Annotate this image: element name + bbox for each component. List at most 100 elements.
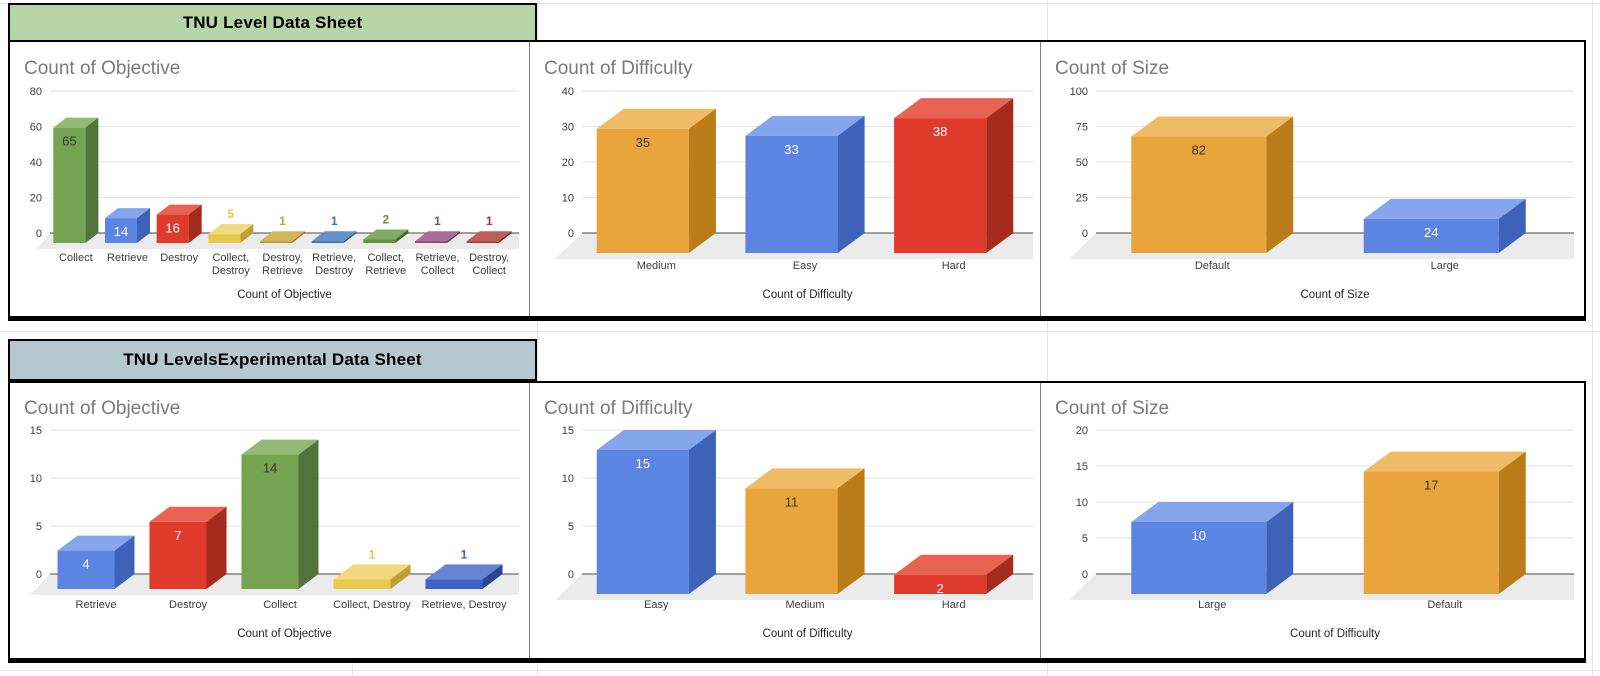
bar-value-label: 5 (227, 207, 234, 221)
bar-top-face (894, 554, 1014, 575)
bar-side-face (188, 204, 202, 243)
chart-count-of-objective-2[interactable]: Count of Objective 0 5 10 15 4 Retrieve 7 Destro… (10, 383, 529, 658)
chart-cell: Count of Size 0 5 10 15 20 10 Large 17 Default Cou… (1041, 383, 1584, 658)
bar-value-label: 1 (331, 214, 338, 228)
bar-side-face (292, 231, 306, 243)
bar-top-face (241, 439, 319, 455)
sheet-gridline (10, 0, 11, 3)
x-axis-title: Count of Size (1300, 289, 1369, 301)
x-axis-title: Count of Difficulty (763, 289, 853, 301)
bar-front-face (894, 574, 987, 594)
y-tick-label: 75 (1076, 122, 1088, 134)
bar-front-face (745, 488, 838, 594)
y-tick-label: 10 (562, 193, 574, 205)
bar-top-face (745, 468, 865, 489)
bar-side-face (137, 208, 151, 243)
chart-count-of-size-2[interactable]: Count of Size 0 5 10 15 20 10 Large 17 Default Cou… (1041, 383, 1583, 658)
sheet1-title: TNU Level Data Sheet (182, 12, 363, 32)
y-tick-label: 20 (1076, 425, 1088, 437)
bar-side-face (1498, 198, 1526, 253)
bar-top-face (149, 506, 227, 522)
sheet-gridline (1592, 0, 1593, 676)
x-category-label: Large (1198, 599, 1226, 611)
x-category-label: Destroy (315, 265, 353, 277)
chart-count-of-size-1[interactable]: Count of Size 0 25 50 75 100 82 Default 24 Large C… (1041, 42, 1583, 316)
bar-side-face (1498, 451, 1526, 594)
chart-count-of-objective-1[interactable]: Count of Objective 0 20 40 60 80 65 Collect 14 Re… (10, 42, 529, 316)
chart-cell: Count of Difficulty 0 5 10 15 15 Easy 11 Medium 2… (530, 383, 1041, 658)
y-tick-label: 0 (36, 569, 42, 581)
x-category-label: Retrieve, (312, 252, 356, 264)
sheet2-chart-row: Count of Objective 0 5 10 15 4 Retrieve 7 Destro… (8, 381, 1586, 663)
bar-top-face (466, 231, 512, 242)
bar-front-face (1131, 136, 1267, 253)
bar-top-face (1131, 502, 1294, 522)
x-category-label: Collect, (212, 252, 249, 264)
bar-value-label: 24 (1424, 225, 1438, 240)
x-category-label: Retrieve (107, 252, 148, 264)
bar-value-label: 11 (785, 494, 799, 509)
y-tick-label: 30 (562, 122, 574, 134)
bar-front-face (57, 550, 115, 589)
x-category-label: Medium (785, 599, 824, 611)
x-category-label: Collect (472, 265, 506, 277)
x-category-label: Retrieve, (415, 252, 459, 264)
sheet1-header-cell[interactable]: TNU Level Data Sheet (8, 3, 537, 42)
bar-value-label: 1 (434, 214, 441, 228)
y-tick-label: 60 (30, 122, 42, 134)
bar-front-face (596, 128, 689, 253)
y-tick-label: 0 (568, 569, 574, 581)
bar-top-face (596, 430, 716, 450)
bar-value-label: 14 (263, 461, 277, 476)
sheet-gridline (0, 670, 1600, 671)
y-tick-label: 0 (1082, 228, 1088, 240)
y-tick-label: 50 (1076, 157, 1088, 169)
chart-count-of-difficulty-1[interactable]: Count of Difficulty 0 10 20 30 40 35 Medium 33 Ea… (530, 42, 1040, 316)
y-tick-label: 5 (1082, 533, 1088, 545)
x-category-label: Retrieve (76, 599, 117, 611)
sheet2-title: TNU LevelsExperimental Data Sheet (123, 350, 422, 369)
bar-side-face (837, 468, 865, 594)
y-tick-label: 15 (562, 425, 574, 437)
x-category-label: Destroy (169, 599, 207, 611)
bar-side-face (482, 564, 503, 589)
bar-front-face (259, 241, 293, 243)
bar-value-label: 1 (279, 214, 286, 228)
sheet2-header-cell[interactable]: TNU LevelsExperimental Data Sheet (8, 339, 537, 381)
sheet-gridline (1047, 0, 1048, 676)
x-category-label: Collect, Destroy (333, 599, 411, 611)
chart-count-of-difficulty-2[interactable]: Count of Difficulty 0 5 10 15 15 Easy 11 Medium 2… (530, 383, 1040, 658)
bar-top-face (104, 208, 151, 219)
sheet-gridline (0, 3, 1600, 4)
bar-front-face (745, 135, 838, 253)
bar-top-face (156, 204, 202, 215)
chart-title: Count of Size (1055, 398, 1169, 419)
x-category-label: Destroy, (469, 252, 509, 264)
bar-side-face (114, 535, 135, 589)
x-category-label: Retrieve (365, 265, 406, 277)
bar-front-face (1131, 522, 1267, 594)
chart-title: Count of Objective (24, 398, 180, 419)
bar-side-face (343, 231, 357, 243)
bar-top-face (53, 117, 99, 128)
bar-front-face (241, 454, 299, 589)
x-category-label: Medium (637, 260, 676, 272)
bar-top-face (57, 535, 135, 551)
bar-side-face (498, 231, 512, 243)
bar-value-label: 1 (461, 547, 468, 561)
bar-front-face (1363, 218, 1499, 253)
bar-top-face (1131, 116, 1294, 137)
x-category-label: Easy (644, 599, 669, 611)
bar-front-face (311, 241, 344, 243)
bar-top-face (596, 108, 716, 129)
bar-side-face (986, 554, 1014, 594)
bar-front-face (425, 579, 483, 589)
x-category-label: Hard (942, 599, 966, 611)
bar-side-face (688, 108, 716, 253)
bar-top-face (363, 229, 409, 240)
bar-side-face (206, 506, 227, 589)
bar-front-face (466, 241, 499, 243)
y-tick-label: 40 (30, 157, 42, 169)
bar-top-face (745, 115, 865, 136)
y-tick-label: 20 (30, 193, 42, 205)
